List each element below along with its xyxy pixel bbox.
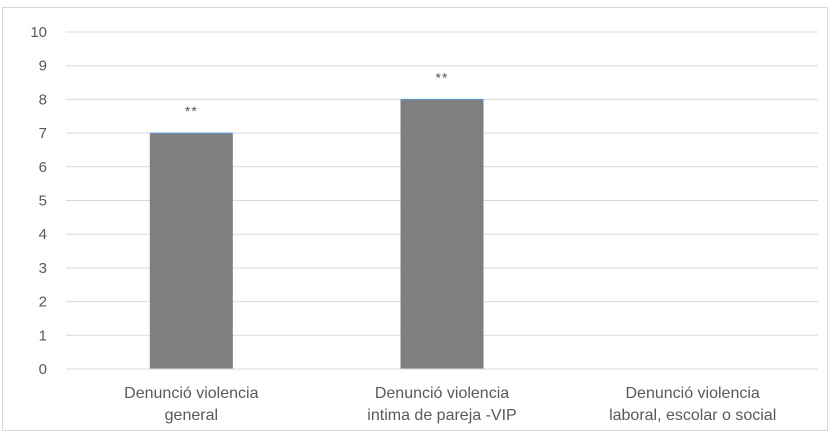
y-tick-label: 5: [39, 193, 47, 210]
data-labels: ** **: [185, 69, 449, 119]
y-tick-label: 10: [30, 24, 47, 41]
y-tick-label: 6: [39, 159, 47, 176]
bar: [400, 99, 484, 370]
x-axis-categories: Denunció violencia general Denunció violen…: [124, 385, 776, 424]
y-tick-label: 0: [39, 361, 47, 378]
x-category-label: Denunció violencia: [626, 385, 760, 402]
data-label: **: [436, 69, 449, 85]
y-tick-label: 7: [39, 125, 47, 142]
y-tick-label: 1: [39, 327, 47, 344]
y-tick-label: 3: [39, 260, 47, 277]
bars: [149, 98, 484, 370]
y-tick-label: 4: [39, 226, 47, 243]
x-category-label: Denunció violencia: [124, 385, 258, 402]
y-axis-ticks: 0 1 2 3 4 5 6 7 8 9 10: [30, 24, 47, 378]
bar: [149, 133, 233, 369]
y-tick-label: 9: [39, 58, 47, 75]
data-label: **: [185, 103, 198, 119]
y-tick-label: 2: [39, 294, 47, 311]
x-category-label: general: [165, 407, 218, 424]
y-tick-label: 8: [39, 91, 47, 108]
x-category-label: intima de pareja -VIP: [367, 407, 516, 424]
x-category-label: Denunció violencia: [375, 385, 509, 402]
x-category-label: laboral, escolar o social: [609, 407, 776, 424]
